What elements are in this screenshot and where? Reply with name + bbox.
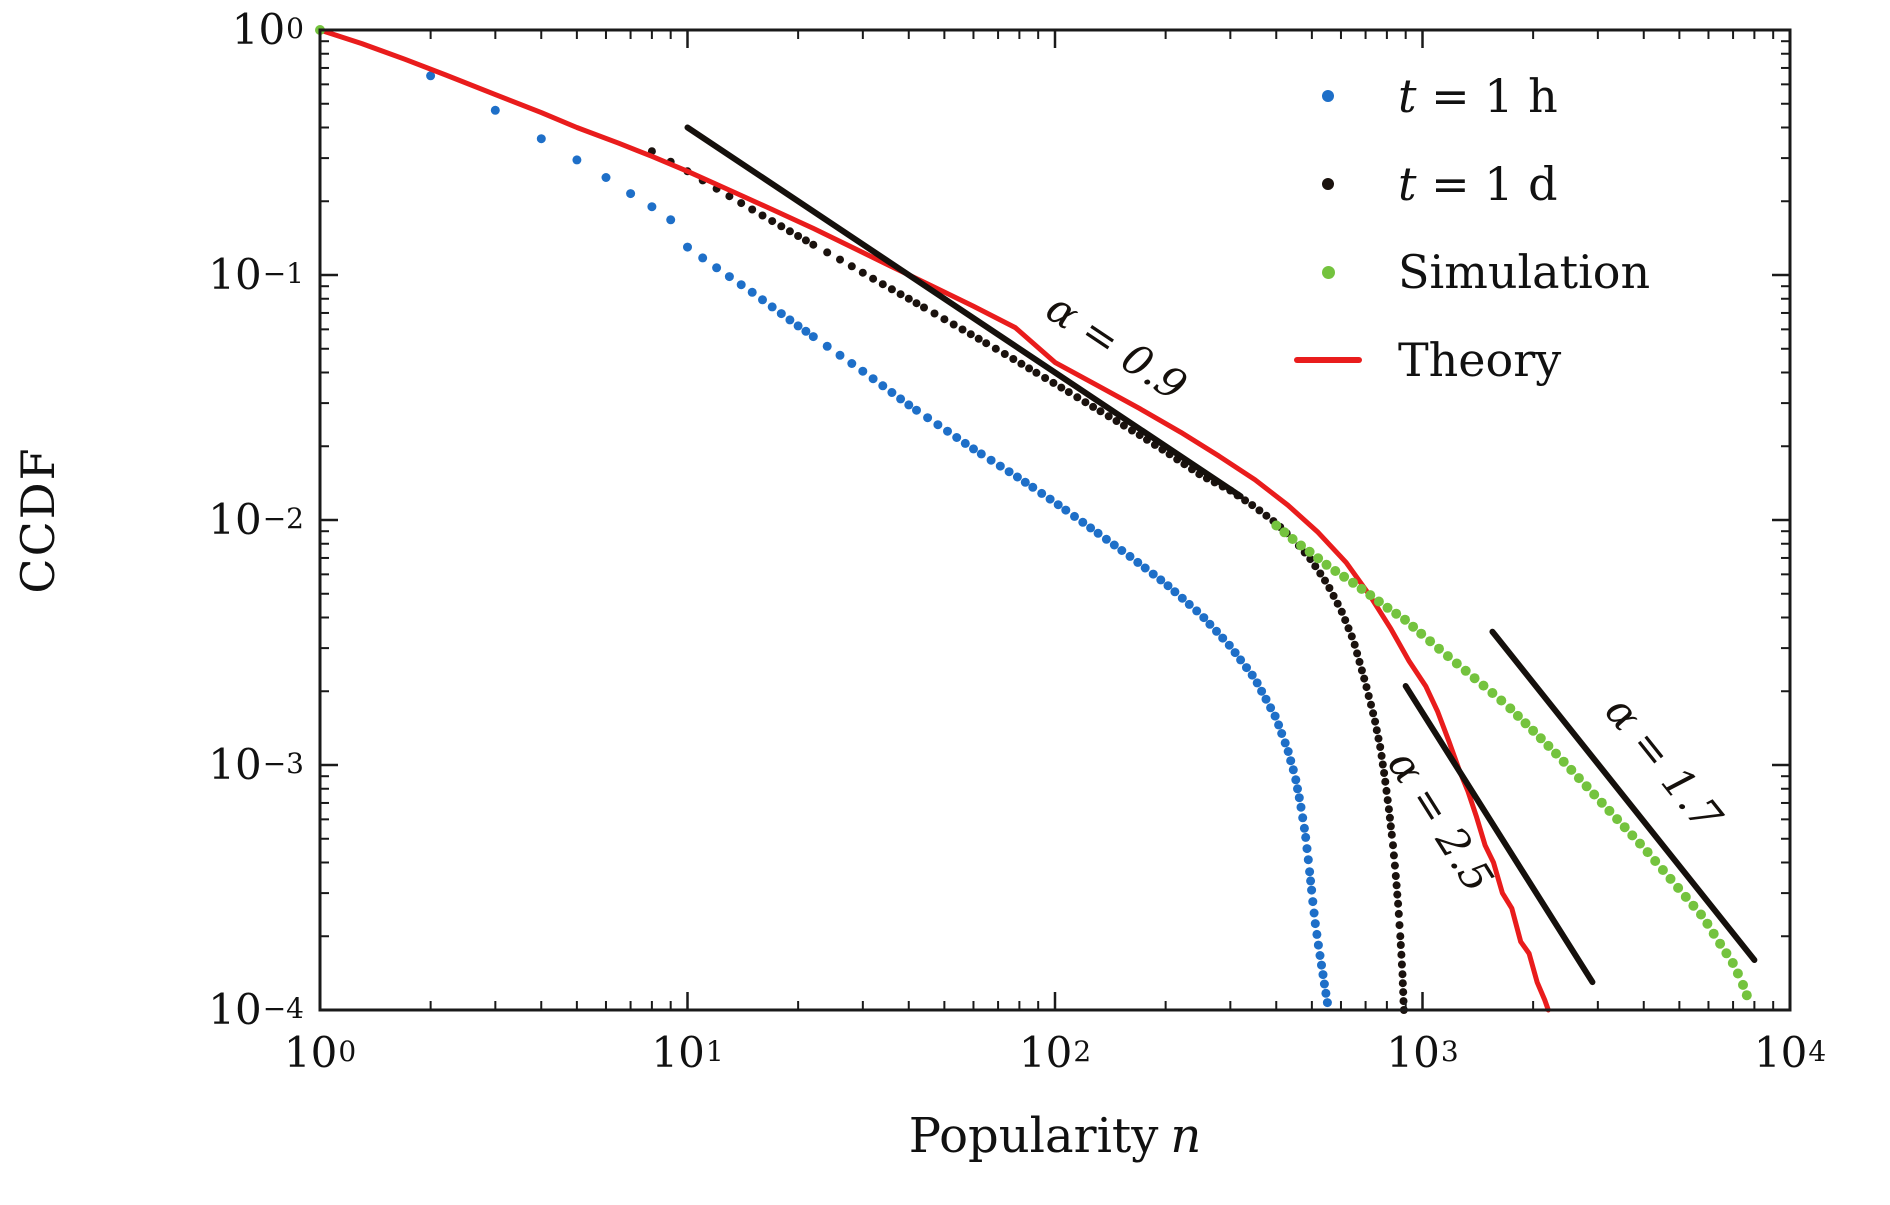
guide-line — [1402, 683, 1596, 986]
x-axis-label-var: n — [1170, 1108, 1202, 1164]
guide-line-group-2: α = 1.7 — [1489, 628, 1758, 963]
legend-item: Theory — [1272, 316, 1650, 404]
legend-marker-dot — [1272, 265, 1384, 279]
y-axis-label-text: CCDF — [11, 446, 65, 594]
guide-line — [684, 124, 1244, 500]
y-tick-label-0: 100 — [231, 5, 304, 54]
legend-item: Simulation — [1272, 228, 1650, 316]
y-tick-label-2: 10−2 — [208, 495, 304, 544]
series-simulation — [315, 25, 1752, 1001]
x-axis-label-text: Popularity — [908, 1108, 1159, 1164]
legend-label-variable: t — [1398, 69, 1417, 123]
x-tick-label-1: 101 — [651, 1028, 724, 1077]
legend-item: t = 1 h — [1272, 52, 1650, 140]
x-axis-label: Popularity n — [909, 1108, 1201, 1164]
y-tick-label-1: 10−1 — [208, 250, 304, 299]
x-tick-label-3: 103 — [1386, 1028, 1459, 1077]
x-tick-label-4: 104 — [1753, 1028, 1827, 1077]
y-axis-label: CCDF — [11, 446, 65, 593]
plot-data-layer — [315, 25, 1752, 1014]
x-tick-label-2: 102 — [1018, 1028, 1092, 1077]
legend-dot-swatch — [1321, 265, 1335, 279]
legend-marker-dot — [1272, 178, 1384, 190]
legend-marker-dot — [1272, 90, 1384, 102]
legend-item-label: Theory — [1398, 333, 1562, 387]
legend: t = 1 h t = 1 d Simulation Theory — [1272, 52, 1650, 404]
legend-label-variable: t — [1398, 157, 1417, 211]
x-tick-label-0: 100 — [283, 1028, 357, 1077]
series-t-1-d — [647, 147, 1408, 1014]
legend-item-label: Simulation — [1398, 245, 1651, 299]
guide-line-group-1: α = 2.5 — [1378, 683, 1596, 986]
y-tick-label-4: 10−4 — [208, 985, 304, 1034]
legend-dot-swatch — [1322, 90, 1334, 102]
series-theory — [317, 27, 1551, 1013]
guide-line — [1489, 628, 1758, 963]
legend-marker-line — [1272, 357, 1384, 363]
y-tick-label-3: 10−3 — [208, 740, 304, 789]
legend-item-label: t = 1 h — [1398, 69, 1558, 123]
legend-line-swatch — [1294, 357, 1362, 363]
series-t-1-h — [426, 71, 1332, 1008]
legend-item-label: t = 1 d — [1398, 157, 1558, 211]
axes — [318, 28, 1792, 1012]
legend-item: t = 1 d — [1272, 140, 1650, 228]
legend-dot-swatch — [1322, 178, 1334, 190]
